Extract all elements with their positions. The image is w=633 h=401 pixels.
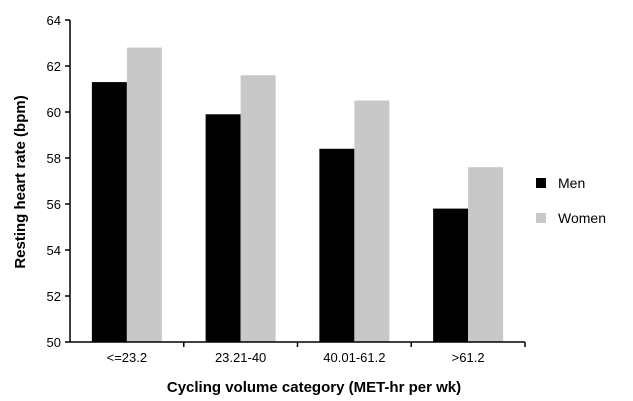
legend-label-women: Women xyxy=(558,210,606,226)
x-axis-ticks: <=23.2 23.21-40 40.01-61.2 >61.2 xyxy=(107,342,526,365)
y-tick-label: 62 xyxy=(47,59,61,74)
y-tick-label: 54 xyxy=(47,243,61,258)
bar-women-3 xyxy=(468,167,504,342)
y-tick-label: 50 xyxy=(47,335,61,350)
bar-women-0 xyxy=(126,47,162,342)
x-tick-label: >61.2 xyxy=(452,350,485,365)
x-axis-title: Cycling volume category (MET-hr per wk) xyxy=(167,379,461,396)
y-tick-label: 64 xyxy=(47,13,61,28)
y-axis-title: Resting heart rate (bpm) xyxy=(12,95,29,268)
bar-men-1 xyxy=(205,114,241,342)
bars xyxy=(91,47,504,342)
x-tick-label: 23.21-40 xyxy=(215,350,266,365)
x-tick-label: <=23.2 xyxy=(107,350,148,365)
x-tick-label: 40.01-61.2 xyxy=(323,350,385,365)
y-tick-label: 52 xyxy=(47,289,61,304)
y-tick-label: 60 xyxy=(47,105,61,120)
y-axis-ticks: 50 52 54 56 58 60 62 64 xyxy=(47,13,70,350)
bar-men-0 xyxy=(91,82,127,342)
y-tick-label: 58 xyxy=(47,151,61,166)
legend: Men Women xyxy=(536,175,606,226)
legend-label-men: Men xyxy=(558,175,585,191)
bar-women-1 xyxy=(240,75,276,342)
y-tick-label: 56 xyxy=(47,197,61,212)
bar-women-2 xyxy=(354,100,390,342)
legend-swatch-men xyxy=(536,178,546,188)
bar-men-2 xyxy=(319,148,355,342)
bar-men-3 xyxy=(433,208,469,342)
legend-swatch-women xyxy=(536,213,546,223)
